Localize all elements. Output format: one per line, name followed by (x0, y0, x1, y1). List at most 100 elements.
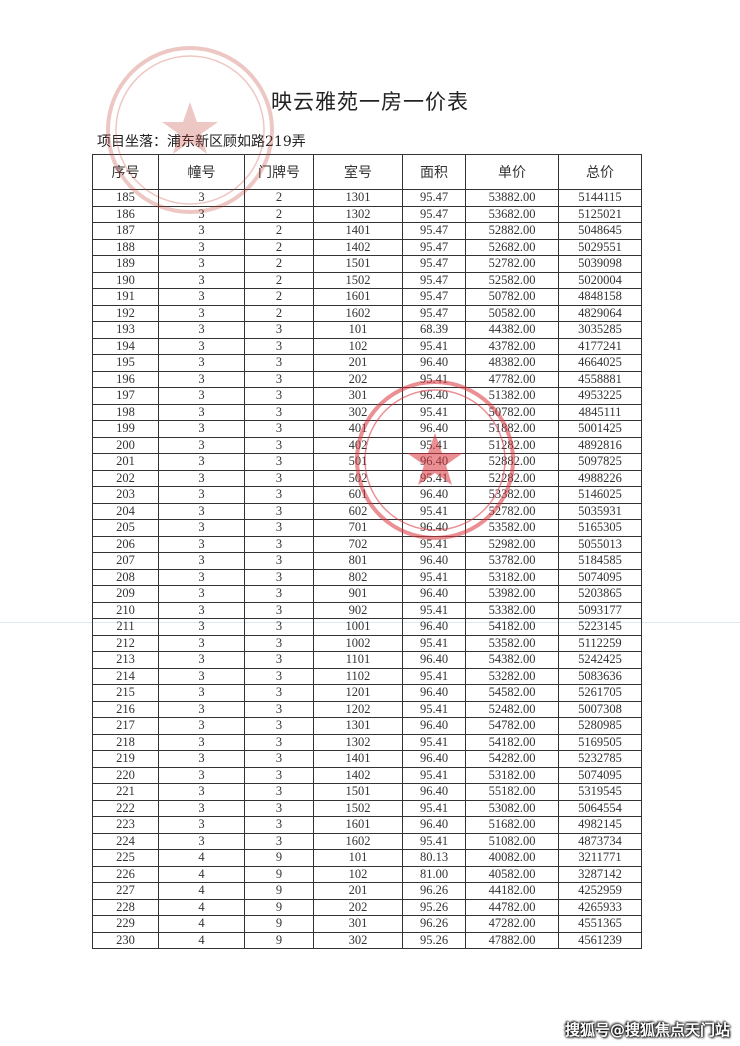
table-row: 223 3 3 1601 96.40 51682.00 4982145 (92, 816, 642, 834)
cell-door-number: 9 (244, 931, 314, 949)
cell-unit-price: 54282.00 (465, 750, 559, 768)
col-header-building: 幢号 (158, 154, 245, 190)
cell-building: 3 (158, 519, 245, 537)
table-row: 205 3 3 701 96.40 53582.00 5165305 (92, 519, 642, 537)
cell-unit-price: 47882.00 (465, 931, 559, 949)
cell-room: 901 (313, 585, 403, 603)
cell-total-price: 4664025 (558, 354, 642, 372)
cell-total-price: 4558881 (558, 370, 642, 388)
cell-room: 1002 (313, 634, 403, 652)
cell-index: 216 (92, 700, 159, 718)
cell-building: 3 (158, 486, 245, 504)
cell-room: 1402 (313, 238, 403, 256)
cell-door-number: 9 (244, 882, 314, 900)
table-row: 212 3 3 1002 95.41 53582.00 5112259 (92, 634, 642, 652)
cell-unit-price: 53382.00 (465, 601, 559, 619)
cell-building: 3 (158, 568, 245, 586)
cell-building: 3 (158, 436, 245, 454)
cell-area: 95.41 (402, 370, 466, 388)
cell-area: 96.40 (402, 717, 466, 735)
cell-door-number: 2 (244, 255, 314, 273)
col-header-unit-price: 单价 (465, 154, 559, 190)
cell-building: 3 (158, 535, 245, 553)
cell-door-number: 3 (244, 535, 314, 553)
cell-unit-price: 51882.00 (465, 420, 559, 438)
cell-building: 3 (158, 189, 245, 207)
cell-building: 3 (158, 684, 245, 702)
cell-total-price: 3287142 (558, 865, 642, 883)
table-row: 185 3 2 1301 95.47 53882.00 5144115 (92, 189, 642, 207)
cell-door-number: 3 (244, 783, 314, 801)
cell-building: 3 (158, 816, 245, 834)
col-header-room: 室号 (313, 154, 403, 190)
cell-room: 101 (313, 849, 403, 867)
cell-room: 502 (313, 469, 403, 487)
cell-index: 201 (92, 453, 159, 471)
cell-room: 1601 (313, 816, 403, 834)
cell-unit-price: 53182.00 (465, 766, 559, 784)
cell-door-number: 3 (244, 700, 314, 718)
cell-building: 4 (158, 915, 245, 933)
table-row: 230 4 9 302 95.26 47882.00 4561239 (92, 931, 642, 949)
table-row: 211 3 3 1001 96.40 54182.00 5223145 (92, 618, 642, 636)
cell-door-number: 2 (244, 288, 314, 306)
cell-index: 191 (92, 288, 159, 306)
cell-area: 95.41 (402, 799, 466, 817)
cell-unit-price: 52882.00 (465, 222, 559, 240)
cell-total-price: 5055013 (558, 535, 642, 553)
cell-door-number: 2 (244, 222, 314, 240)
cell-total-price: 5169505 (558, 733, 642, 751)
cell-total-price: 5074095 (558, 766, 642, 784)
cell-unit-price: 50782.00 (465, 288, 559, 306)
cell-building: 3 (158, 585, 245, 603)
cell-building: 3 (158, 288, 245, 306)
cell-unit-price: 53782.00 (465, 552, 559, 570)
cell-index: 208 (92, 568, 159, 586)
cell-total-price: 5029551 (558, 238, 642, 256)
table-row: 194 3 3 102 95.41 43782.00 4177241 (92, 337, 642, 355)
table-row: 188 3 2 1402 95.47 52682.00 5029551 (92, 238, 642, 256)
cell-total-price: 5074095 (558, 568, 642, 586)
cell-building: 3 (158, 255, 245, 273)
cell-area: 95.41 (402, 832, 466, 850)
cell-unit-price: 54582.00 (465, 684, 559, 702)
cell-area: 95.47 (402, 205, 466, 223)
cell-index: 203 (92, 486, 159, 504)
table-row: 218 3 3 1302 95.41 54182.00 5169505 (92, 733, 642, 751)
cell-unit-price: 54782.00 (465, 717, 559, 735)
cell-building: 3 (158, 387, 245, 405)
cell-area: 96.40 (402, 816, 466, 834)
cell-door-number: 3 (244, 403, 314, 421)
cell-room: 302 (313, 403, 403, 421)
cell-door-number: 3 (244, 321, 314, 339)
cell-index: 195 (92, 354, 159, 372)
cell-door-number: 3 (244, 337, 314, 355)
cell-area: 96.40 (402, 453, 466, 471)
cell-room: 1201 (313, 684, 403, 702)
cell-total-price: 3211771 (558, 849, 642, 867)
cell-room: 402 (313, 436, 403, 454)
table-row: 208 3 3 802 95.41 53182.00 5074095 (92, 568, 642, 586)
cell-area: 96.40 (402, 585, 466, 603)
cell-total-price: 5242425 (558, 651, 642, 669)
cell-area: 95.41 (402, 601, 466, 619)
cell-total-price: 5280985 (558, 717, 642, 735)
cell-building: 3 (158, 766, 245, 784)
cell-unit-price: 40582.00 (465, 865, 559, 883)
cell-door-number: 3 (244, 717, 314, 735)
cell-index: 207 (92, 552, 159, 570)
cell-area: 95.47 (402, 255, 466, 273)
cell-building: 3 (158, 222, 245, 240)
cell-room: 701 (313, 519, 403, 537)
cell-total-price: 5035931 (558, 502, 642, 520)
cell-index: 206 (92, 535, 159, 553)
cell-building: 3 (158, 750, 245, 768)
cell-area: 95.26 (402, 931, 466, 949)
watermark-text: 搜狐号@搜狐焦点天门站 (564, 1021, 730, 1039)
cell-room: 602 (313, 502, 403, 520)
cell-building: 4 (158, 931, 245, 949)
table-row: 216 3 3 1202 95.41 52482.00 5007308 (92, 700, 642, 718)
cell-unit-price: 51282.00 (465, 436, 559, 454)
cell-unit-price: 54182.00 (465, 733, 559, 751)
table-header-row: 序号 幢号 门牌号 室号 面积 单价 总价 (92, 154, 642, 190)
